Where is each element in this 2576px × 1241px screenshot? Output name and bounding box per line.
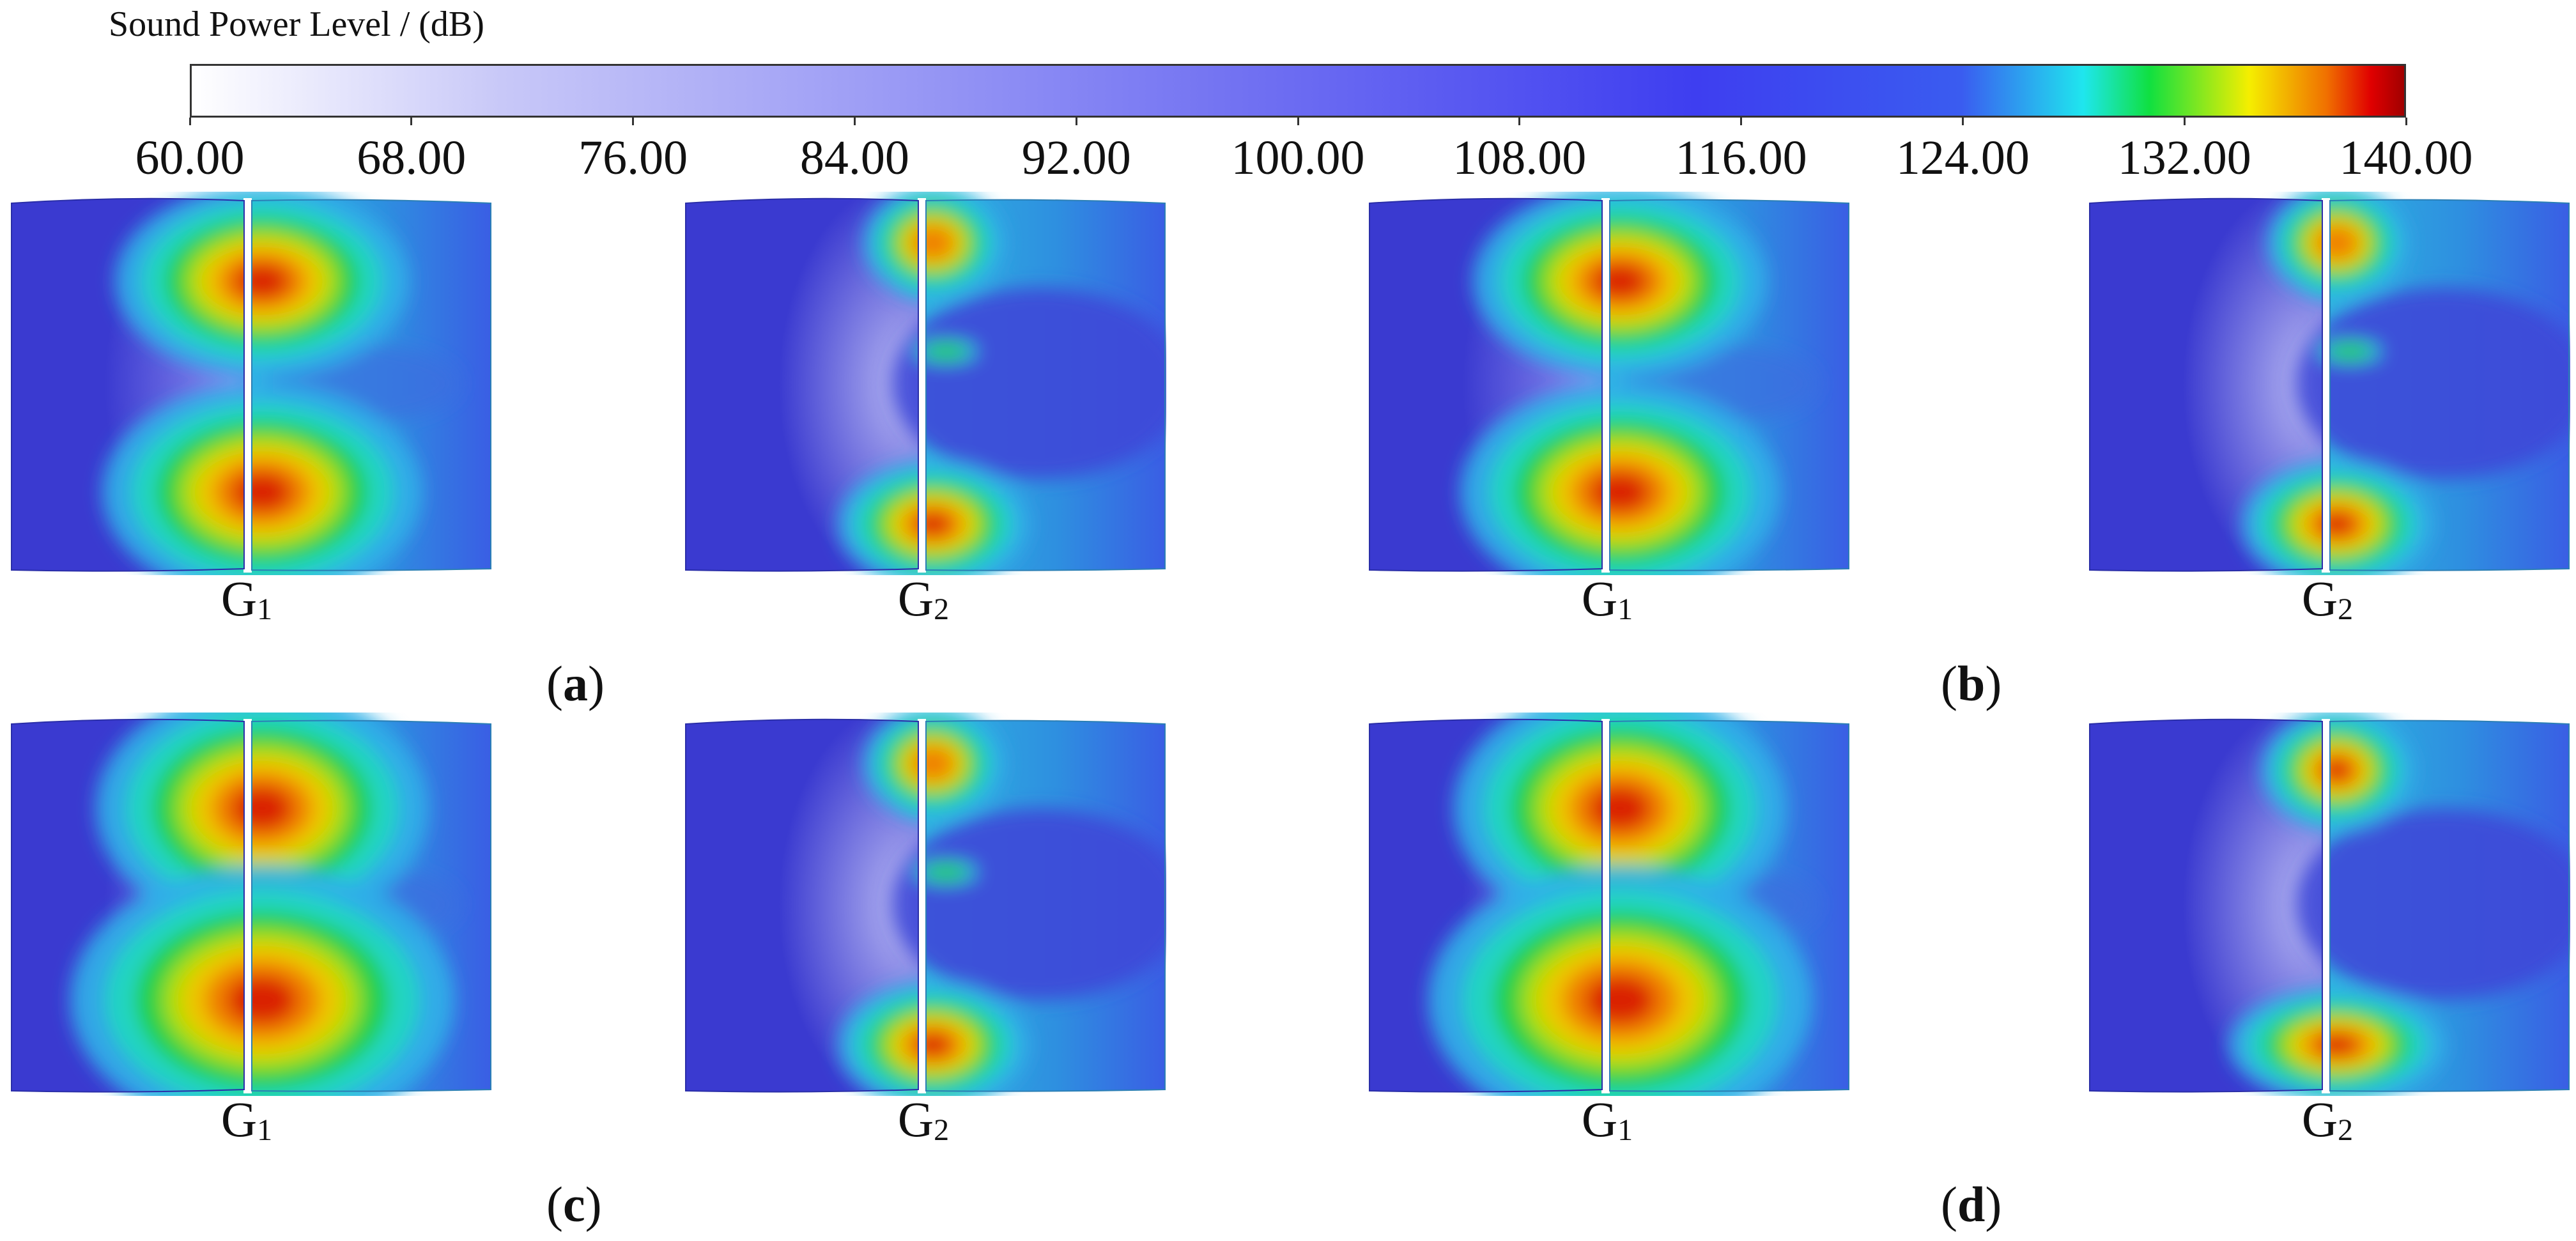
colorbar-tick [1518,118,1521,125]
label-g2: G2 [2301,571,2354,626]
colorbar-tick-label: 132.00 [2117,131,2251,185]
caption-b: (b) [1941,656,2002,711]
colorbar-tick [410,118,413,125]
colorbar-tick-label: 140.00 [2339,131,2473,185]
label-g1: G1 [1581,1091,1633,1147]
colorbar-tick [189,118,191,125]
blade-left-surface [2090,719,2322,1092]
panel-c-g2: G2 [681,713,1166,1146]
caption-d: (d) [1941,1176,2002,1232]
colorbar-tick-label: 124.00 [1895,131,2030,185]
colorbar-tick-label: 76.00 [578,131,688,185]
blade-left-surface [2090,198,2322,571]
colorbar-tick-label: 108.00 [1453,131,1587,185]
colorbar-gradient [190,64,2406,118]
blade-left-surface [686,719,918,1092]
panel-d-g1: G1 [1364,713,1850,1146]
colorbar-tick-label: 116.00 [1675,131,1807,185]
colorbar-tick [2405,118,2407,125]
label-g1: G1 [1581,571,1633,626]
panel-d-g2: G2 [2085,713,2570,1146]
colorbar-tick [1740,118,1743,125]
colorbar-tick [1961,118,1964,125]
panel-c-g1: G1 [6,713,492,1146]
colorbar-title: Sound Power Level / (dB) [109,4,484,44]
caption-a: (a) [546,656,605,711]
colorbar-tick-label: 68.00 [357,131,467,185]
colorbar-tick [2183,118,2186,125]
label-g1: G1 [220,1091,273,1147]
panel-a-g1: G1 [6,192,492,625]
colorbar-tick-label: 100.00 [1231,131,1365,185]
caption-c: (c) [546,1176,602,1232]
panel-b-g1: G1 [1364,192,1850,625]
colorbar-tick-label: 84.00 [799,131,909,185]
colorbar-tick [632,118,635,125]
colorbar-tick-label: 60.00 [135,131,245,185]
panel-a-g2: G2 [681,192,1166,625]
label-g2: G2 [897,571,950,626]
colorbar-tick [1297,118,1299,125]
colorbar-tick [1075,118,1077,125]
blade-left-surface [686,198,918,571]
colorbar-tick [853,118,856,125]
label-g2: G2 [897,1091,950,1147]
panel-b-g2: G2 [2085,192,2570,625]
label-g2: G2 [2301,1091,2354,1147]
label-g1: G1 [220,571,273,626]
colorbar-tick-label: 92.00 [1021,131,1131,185]
